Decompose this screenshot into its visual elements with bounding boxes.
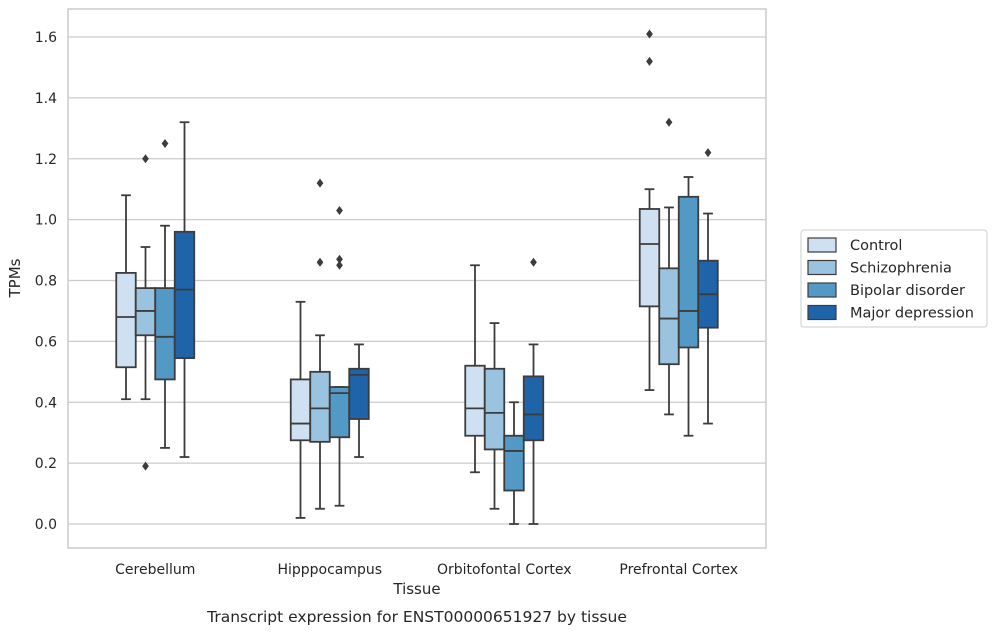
- box-body: [173, 230, 196, 360]
- box-body: [464, 364, 486, 437]
- legend: Control Schizophrenia Bipolar disorder Majo…: [800, 229, 988, 328]
- outlier-point: [161, 139, 169, 149]
- outlier-point: [665, 117, 673, 127]
- box-body: [522, 375, 545, 442]
- legend-label: Schizophrenia: [850, 261, 952, 277]
- legend-label: Bipolar disorder: [850, 283, 965, 299]
- box-body: [677, 195, 700, 349]
- legend-swatch: [807, 259, 837, 276]
- chart-caption: Transcript expression for ENST0000065192…: [206, 608, 627, 626]
- box-group: [309, 178, 331, 510]
- x-axis-label: Tissue: [392, 580, 440, 598]
- box-body: [483, 367, 506, 451]
- box-body: [503, 434, 525, 492]
- legend-label: Control: [850, 238, 902, 254]
- y-tick-label: 0.6: [35, 334, 57, 350]
- y-tick-label: 1.6: [35, 30, 57, 46]
- outlier-point: [646, 56, 653, 66]
- box-group: [328, 205, 351, 507]
- box-body: [348, 367, 370, 420]
- box-body: [328, 386, 351, 439]
- x-tick-label: Cerebellum: [115, 562, 195, 578]
- outlier-point: [336, 205, 343, 215]
- box-body: [309, 370, 331, 443]
- outlier-point: [646, 29, 653, 39]
- legend-label: Major depression: [850, 306, 974, 322]
- plot-area-frame: [67, 8, 767, 549]
- outlier-point: [336, 254, 343, 264]
- x-tick-labels: Cerebellum Hipppocampus Orbitofontal Corte…: [115, 562, 738, 578]
- x-tick-label: Orbitofontal Cortex: [437, 562, 572, 578]
- box-group: [503, 401, 525, 525]
- box-group: [348, 343, 370, 458]
- legend-swatch: [807, 304, 837, 321]
- legend-swatch: [807, 282, 837, 298]
- y-tick-label: 1.4: [35, 91, 57, 107]
- box-group: [134, 154, 157, 471]
- y-tick-label: 0.4: [35, 395, 57, 411]
- box-body: [658, 267, 680, 366]
- box-group: [522, 257, 545, 525]
- box-group: [483, 322, 506, 510]
- outlier-point: [316, 257, 324, 267]
- legend-swatch: [807, 237, 837, 253]
- y-tick-label: 1.2: [35, 152, 57, 168]
- y-tick-label: 0.2: [35, 456, 57, 472]
- box-group: [289, 300, 312, 519]
- x-tick-label: Prefrontal Cortex: [619, 562, 738, 578]
- y-tick-label: 1.0: [35, 213, 57, 229]
- y-tick-label: 0.8: [35, 274, 57, 290]
- box-group: [173, 121, 196, 458]
- outlier-point: [336, 260, 343, 270]
- box-body: [154, 287, 176, 381]
- legend-frame: [800, 229, 988, 328]
- box-body: [115, 271, 137, 369]
- y-tick-labels: 0.0 0.2 0.4 0.6 0.8 1.0 1.2 1.4 1.6: [35, 30, 57, 533]
- boxes: [115, 29, 719, 525]
- outlier-point: [142, 461, 149, 471]
- outlier-point: [316, 178, 324, 188]
- box-body: [638, 208, 661, 308]
- y-axis-label: TPMs: [6, 258, 24, 298]
- outlier-point: [142, 154, 149, 164]
- outlier-point: [704, 148, 712, 158]
- box-group: [697, 148, 719, 425]
- x-tick-label: Hipppocampus: [277, 562, 382, 578]
- box-body: [289, 378, 312, 442]
- outlier-point: [530, 257, 537, 267]
- y-tick-label: 0.0: [35, 517, 57, 533]
- box-group: [154, 139, 176, 449]
- box-group: [464, 264, 486, 474]
- box-group: [638, 29, 661, 391]
